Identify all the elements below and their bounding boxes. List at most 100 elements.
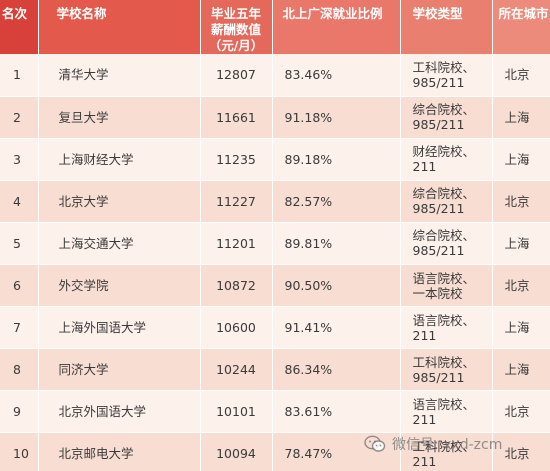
table-row: 5 上海交通大学 11201 89.81% 综合院校、 985/211 上海 (0, 222, 550, 265)
rank-cell: 4 (0, 180, 39, 223)
salary-cell: 11661 (200, 96, 273, 139)
school-type-line1: 工科院校、 (412, 354, 476, 370)
table-header-row: 名次 学校名称 毕业五年 薪酬数值 （元/月） 北上广深就业比例 学校类型 所在… (0, 0, 550, 54)
school-type-cell: 综合院校、 985/211 (400, 180, 493, 223)
rank-cell: 9 (0, 390, 39, 434)
rank-cell: 7 (0, 306, 39, 350)
school-name-cell: 北京大学 (38, 180, 201, 223)
school-type-line2: 211 (412, 453, 437, 469)
school-name-cell: 清华大学 (38, 54, 201, 97)
school-name-cell: 北京外国语大学 (38, 390, 201, 434)
table-row: 8 同济大学 10244 86.34% 工科院校、 985/211 上海 (0, 348, 550, 392)
header-city: 所在城市 (492, 0, 550, 54)
salary-cell: 10094 (200, 432, 273, 471)
header-salary-line2: 薪酬数值 (210, 22, 261, 37)
school-type-cell: 综合院校、 985/211 (400, 96, 493, 139)
ratio-cell: 90.50% (272, 264, 401, 308)
table-row: 9 北京外国语大学 10101 83.61% 语言院校、 211 北京 (0, 390, 550, 434)
school-type-line2: 211 (412, 159, 437, 175)
ratio-cell: 78.47% (272, 432, 401, 471)
school-type-line1: 财经院校、 (412, 144, 476, 160)
table-row: 4 北京大学 11227 82.57% 综合院校、 985/211 北京 (0, 180, 550, 223)
ratio-cell: 83.61% (272, 390, 401, 434)
school-type-cell: 语言院校、 211 (400, 390, 493, 434)
school-type-line2: 985/211 (412, 369, 465, 385)
rank-cell: 2 (0, 96, 39, 139)
school-type-line2: 一本院校 (412, 285, 463, 301)
table-row: 3 上海财经大学 11235 89.18% 财经院校、 211 上海 (0, 138, 550, 181)
school-name-cell: 同济大学 (38, 348, 201, 392)
salary-cell: 10600 (200, 306, 273, 350)
school-type-line1: 综合院校、 (412, 186, 476, 202)
city-cell: 上海 (492, 222, 550, 265)
salary-cell: 10101 (200, 390, 273, 434)
city-cell: 北京 (492, 180, 550, 223)
salary-cell: 11235 (200, 138, 273, 181)
city-cell: 北京 (492, 432, 550, 471)
school-name-cell: 外交学院 (38, 264, 201, 308)
header-school-name: 学校名称 (38, 0, 201, 54)
school-type-cell: 工科院校、 211 (400, 432, 493, 471)
school-type-line1: 工科院校、 (412, 438, 476, 454)
school-type-line1: 综合院校、 (412, 228, 476, 244)
school-type-line1: 语言院校、 (412, 270, 476, 286)
city-cell: 北京 (492, 264, 550, 308)
school-type-line2: 211 (412, 411, 437, 427)
school-type-line2: 985/211 (412, 117, 465, 133)
school-type-cell: 语言院校、 一本院校 (400, 264, 493, 308)
header-rank: 名次 (0, 0, 39, 54)
table-row: 1 清华大学 12807 83.46% 工科院校、 985/211 北京 (0, 54, 550, 97)
rank-cell: 3 (0, 138, 39, 181)
city-cell: 北京 (492, 390, 550, 434)
ratio-cell: 91.41% (272, 306, 401, 350)
school-name-cell: 上海财经大学 (38, 138, 201, 181)
table-row: 6 外交学院 10872 90.50% 语言院校、 一本院校 北京 (0, 264, 550, 308)
table-row: 7 上海外国语大学 10600 91.41% 语言院校、 211 上海 (0, 306, 550, 350)
ratio-cell: 86.34% (272, 348, 401, 392)
school-name-cell: 上海外国语大学 (38, 306, 201, 350)
school-type-cell: 工科院校、 985/211 (400, 348, 493, 392)
city-cell: 上海 (492, 306, 550, 350)
salary-cell: 11201 (200, 222, 273, 265)
school-type-line1: 语言院校、 (412, 312, 476, 328)
salary-cell: 10244 (200, 348, 273, 392)
salary-cell: 11227 (200, 180, 273, 223)
school-type-line2: 985/211 (412, 201, 465, 217)
header-salary-line1: 毕业五年 (210, 6, 261, 21)
ratio-cell: 82.57% (272, 180, 401, 223)
city-cell: 上海 (492, 96, 550, 139)
rank-cell: 1 (0, 54, 39, 97)
city-cell: 上海 (492, 348, 550, 392)
school-type-line2: 211 (412, 327, 437, 343)
table-row: 10 北京邮电大学 10094 78.47% 工科院校、 211 北京 (0, 432, 550, 471)
city-cell: 北京 (492, 54, 550, 97)
school-type-cell: 工科院校、 985/211 (400, 54, 493, 97)
header-salary-line3: （元/月） (208, 38, 264, 53)
ratio-cell: 83.46% (272, 54, 401, 97)
salary-cell: 10872 (200, 264, 273, 308)
table-row: 2 复旦大学 11661 91.18% 综合院校、 985/211 上海 (0, 96, 550, 139)
school-type-line1: 综合院校、 (412, 102, 476, 118)
rank-cell: 8 (0, 348, 39, 392)
school-type-line2: 985/211 (412, 74, 465, 90)
school-type-cell: 语言院校、 211 (400, 306, 493, 350)
school-name-cell: 北京邮电大学 (38, 432, 201, 471)
header-school-type: 学校类型 (400, 0, 493, 54)
rank-cell: 5 (0, 222, 39, 265)
header-salary: 毕业五年 薪酬数值 （元/月） (200, 0, 273, 54)
salary-cell: 12807 (200, 54, 273, 97)
header-ratio: 北上广深就业比例 (272, 0, 401, 54)
school-type-line2: 985/211 (412, 243, 465, 259)
ratio-cell: 89.18% (272, 138, 401, 181)
school-name-cell: 上海交通大学 (38, 222, 201, 265)
school-type-cell: 综合院校、 985/211 (400, 222, 493, 265)
city-cell: 上海 (492, 138, 550, 181)
ratio-cell: 91.18% (272, 96, 401, 139)
table-body: 1 清华大学 12807 83.46% 工科院校、 985/211 北京 2 复旦大学 11661… (0, 54, 550, 471)
rank-cell: 10 (0, 432, 39, 471)
school-name-cell: 复旦大学 (38, 96, 201, 139)
rank-cell: 6 (0, 264, 39, 308)
school-type-cell: 财经院校、 211 (400, 138, 493, 181)
school-type-line1: 工科院校、 (412, 59, 476, 75)
